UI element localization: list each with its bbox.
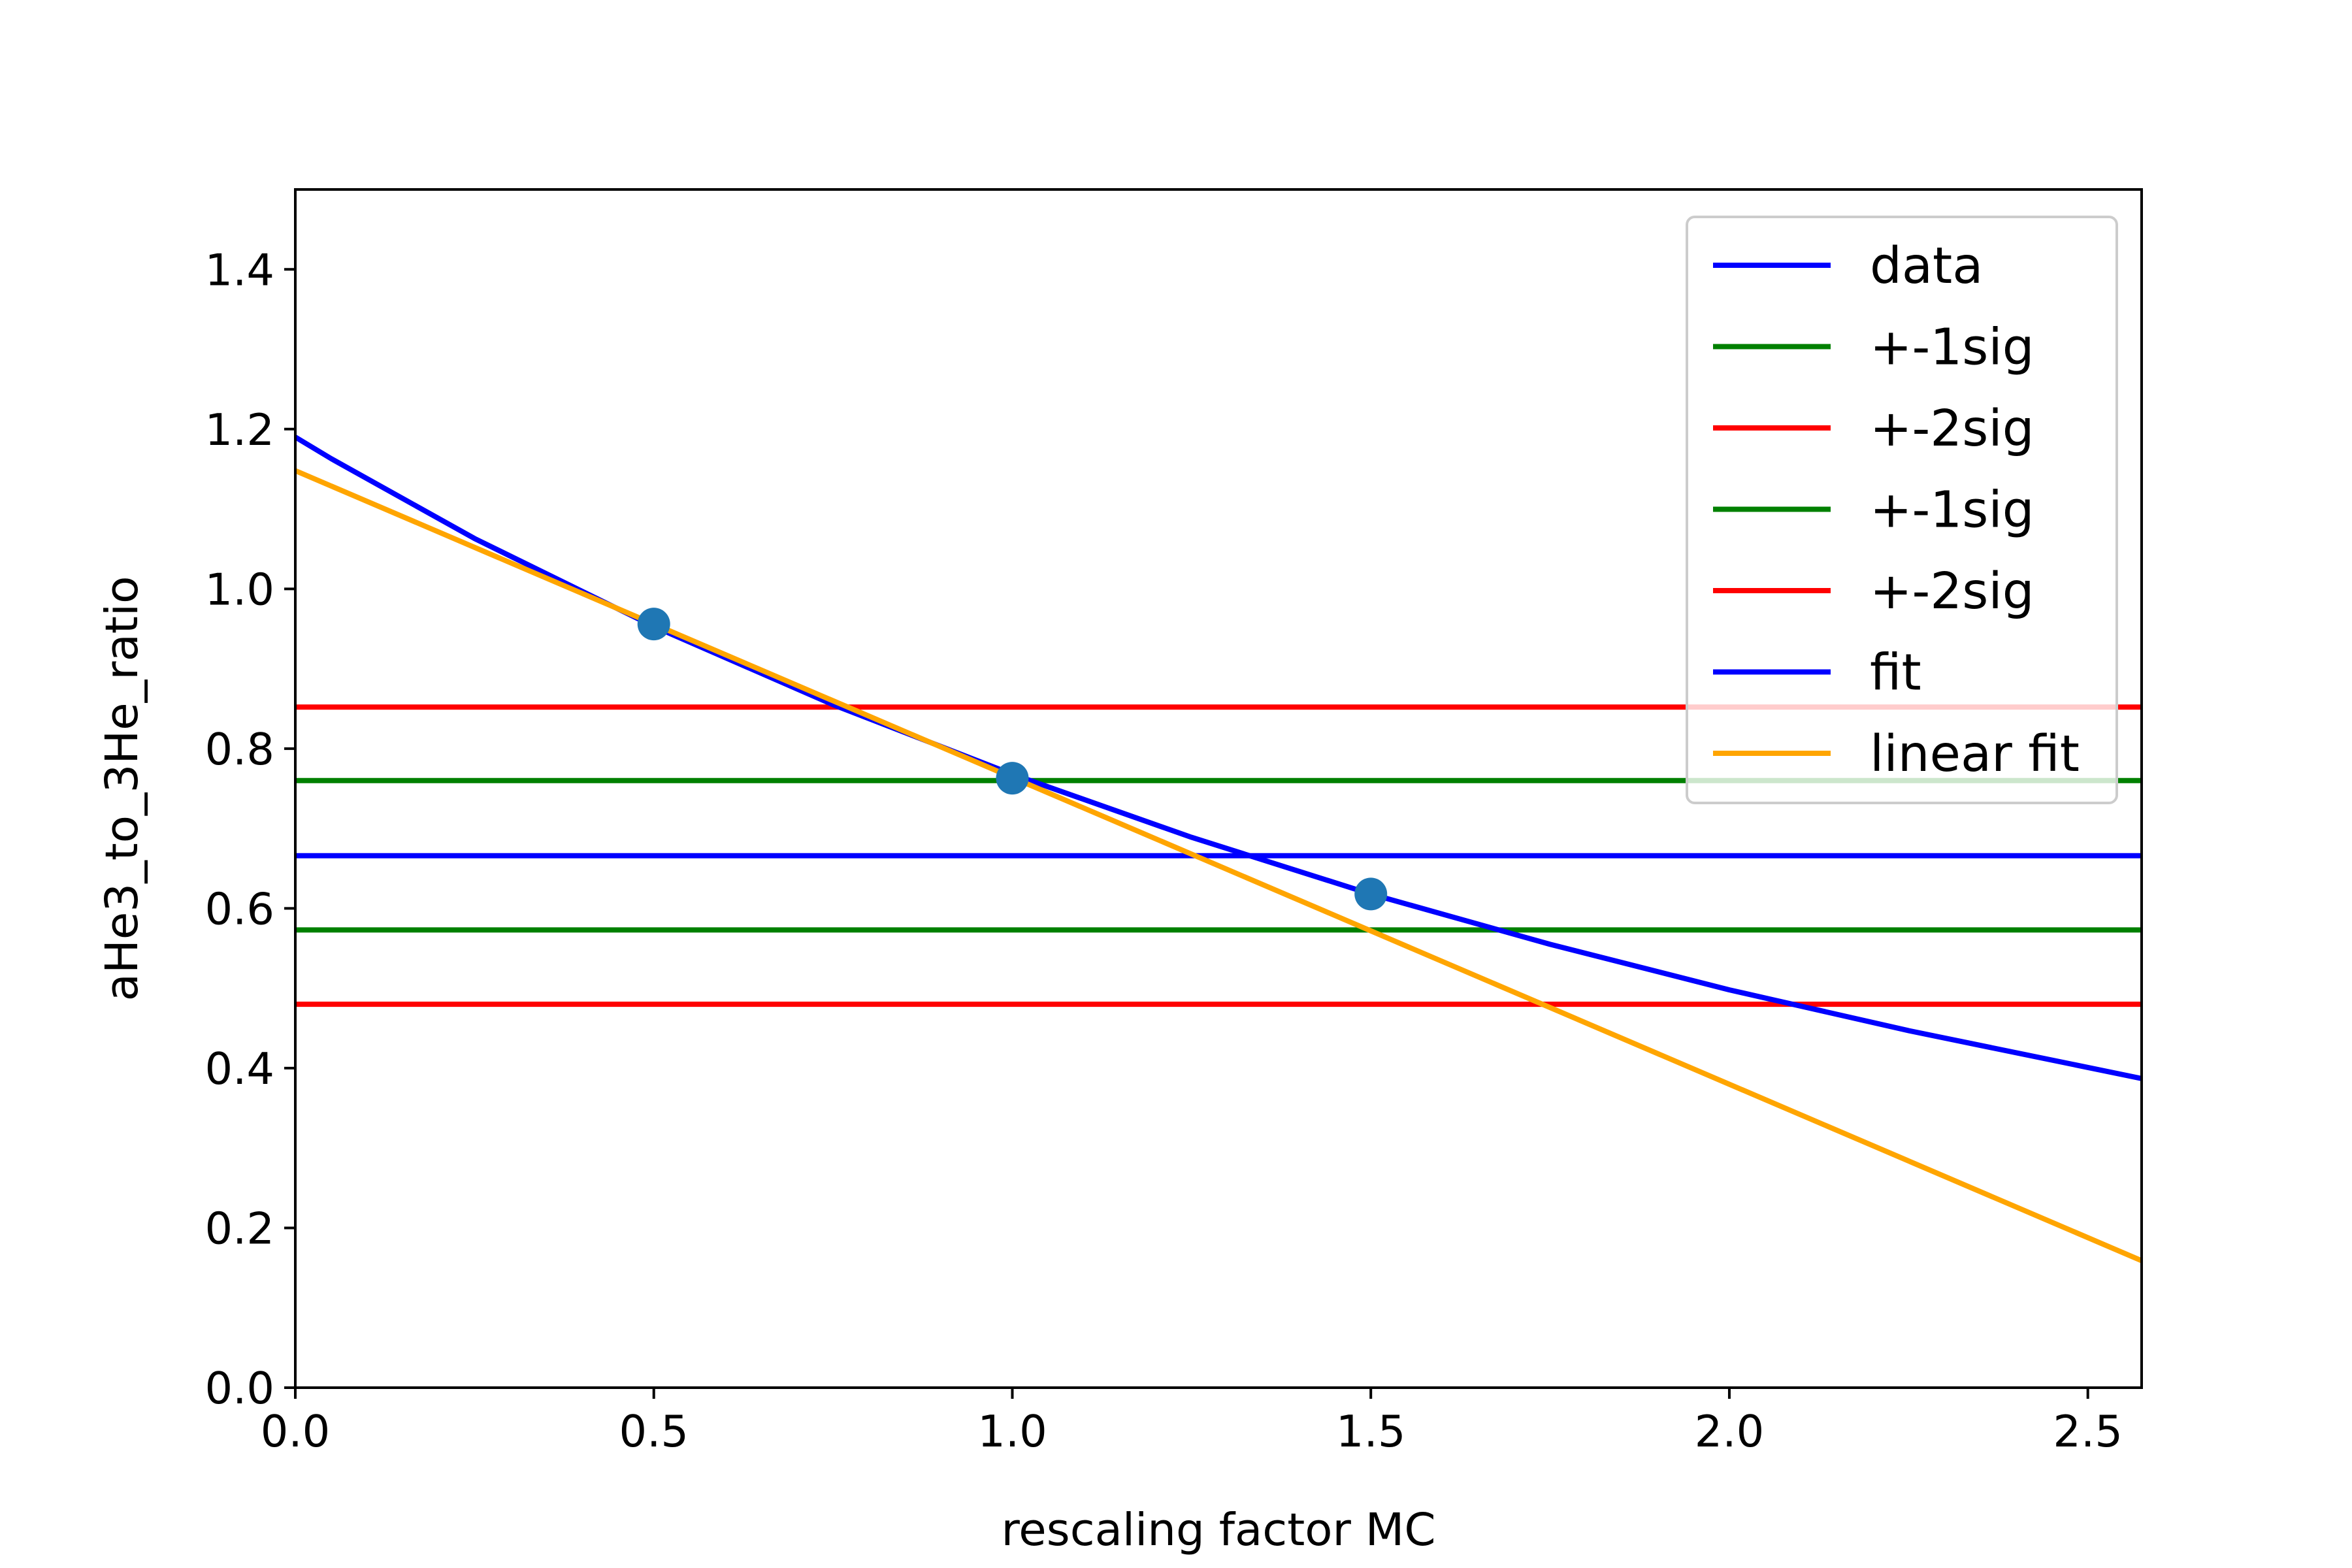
legend-label-linear-fit-6: linear fit [1870, 725, 2080, 783]
legend-frame [1686, 216, 2118, 804]
x-tick-label-5: 2.5 [2053, 1406, 2123, 1457]
points-layer [637, 608, 1388, 911]
x-axis-label: rescaling factor MC [1001, 1504, 1435, 1556]
x-tick-label-2: 1.0 [977, 1406, 1047, 1457]
x-tick-label-1: 0.5 [619, 1406, 689, 1457]
y-tick-label-6: 1.2 [204, 404, 274, 455]
y-tick-label-4: 0.8 [204, 724, 274, 775]
plot-frame [294, 188, 2143, 1389]
series-layer [295, 434, 2142, 1264]
y-tick-label-0: 0.0 [204, 1363, 274, 1414]
series-line-fit-5 [295, 434, 2142, 1081]
legend-label-data-0: data [1870, 237, 1983, 295]
legend-label-2sig-4: +-2sig [1870, 563, 2034, 621]
y-axis-label: aHe3_to_3He_ratio [96, 576, 148, 1002]
data-point-2 [1354, 877, 1388, 911]
y-tick-label-1: 0.2 [204, 1203, 274, 1254]
y-axis-ticks: 0.0 0.2 0.4 0.6 0.8 1.0 1.2 1.4 [204, 244, 295, 1414]
legend-label-1sig-1: +-1sig [1870, 319, 2034, 377]
y-tick-label-5: 1.0 [204, 564, 274, 615]
x-axis-ticks: 0.0 0.5 1.0 1.5 2.0 2.5 [261, 1388, 2123, 1457]
x-tick-label-0: 0.0 [261, 1406, 331, 1457]
data-point-1 [996, 762, 1029, 795]
data-point-0 [637, 608, 670, 641]
y-tick-label-2: 0.4 [204, 1043, 274, 1094]
legend-label-fit-5: fit [1870, 644, 1921, 702]
y-tick-label-3: 0.6 [204, 883, 274, 934]
y-tick-label-7: 1.4 [204, 244, 274, 295]
x-tick-label-3: 1.5 [1336, 1406, 1406, 1457]
legend-items: data +-1sig +-2sig +-1sig +-2sig fit linear fi… [1713, 237, 2080, 783]
series-line-linear-fit-6 [295, 468, 2142, 1264]
legend: data +-1sig +-2sig +-1sig +-2sig fit linear fi… [1686, 216, 2118, 804]
legend-label-1sig-3: +-1sig [1870, 482, 2034, 540]
legend-label-2sig-2: +-2sig [1870, 400, 2034, 458]
x-tick-label-4: 2.0 [1695, 1406, 1765, 1457]
